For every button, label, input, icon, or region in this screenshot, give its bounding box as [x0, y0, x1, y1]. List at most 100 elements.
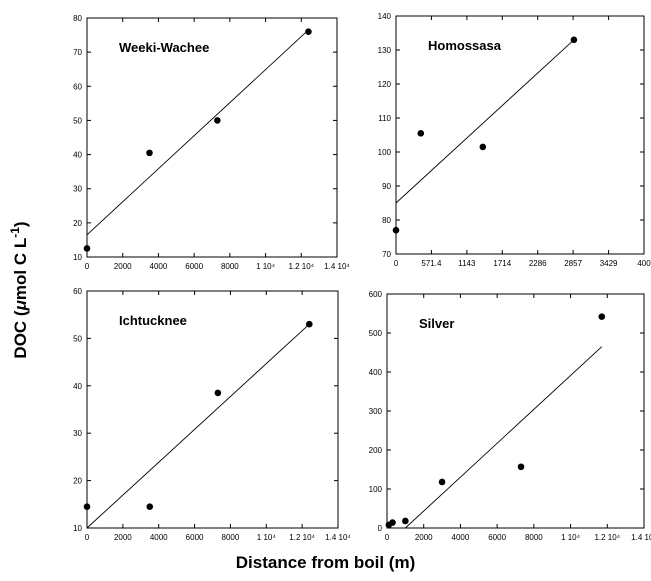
x-tick-label: 1143	[458, 259, 476, 268]
y-tick-label: 400	[369, 368, 383, 377]
y-tick-label: 140	[378, 12, 392, 21]
plot-frame	[395, 15, 645, 255]
x-tick-label: 0	[85, 533, 90, 542]
plot-frame	[86, 290, 339, 529]
data-point	[417, 130, 425, 137]
x-tick-label: 1.4 10⁴	[325, 533, 351, 542]
y-tick-label: 70	[73, 48, 82, 57]
y-tick-label: 120	[378, 80, 392, 89]
x-tick-label: 6000	[488, 533, 506, 542]
y-tick-label: 50	[73, 334, 82, 343]
y-axis-label-exponent: -1	[8, 227, 22, 238]
x-tick-label: 2000	[415, 533, 433, 542]
data-point	[517, 463, 525, 471]
fit-line	[86, 323, 310, 529]
x-tick-label: 2286	[529, 259, 547, 268]
panel-ichtucknee: 0 2000 4000 6000 8000 1 10⁴ 1.2 10⁴ 1.4 10⁴ 10 20…	[73, 287, 351, 542]
y-tick-label: 30	[73, 429, 82, 438]
x-tick-label: 4000	[150, 533, 168, 542]
y-tick-label: 130	[378, 46, 392, 55]
x-tick-label: 6000	[185, 262, 203, 271]
y-axis-label-unit: mol C L	[11, 238, 30, 300]
y-tick-label: 80	[73, 14, 82, 23]
panel-title: Homossasa	[428, 38, 502, 53]
data-point	[402, 517, 409, 525]
x-tick-label: 8000	[222, 533, 240, 542]
y-tick-label: 40	[73, 151, 82, 160]
data-point	[146, 503, 154, 510]
x-tick-label: 2000	[114, 262, 132, 271]
y-axis-label-main: DOC (	[11, 310, 30, 359]
fit-line	[86, 29, 309, 236]
x-tick-label: 2857	[564, 259, 582, 268]
x-tick-label: 1.4 10⁴	[324, 262, 350, 271]
x-tick-label: 1.2 10⁴	[288, 262, 314, 271]
panel-weeki-wachee: 0 2000 4000 6000 8000 1 10⁴ 1.2 10⁴ 1.4 10⁴ 10 20…	[73, 14, 350, 271]
y-tick-label: 10	[73, 253, 82, 262]
svg-text:DOC (μmol C L-1): DOC (μmol C L-1)	[8, 221, 30, 358]
data-point	[146, 149, 153, 157]
panel-title: Ichtucknee	[119, 313, 187, 328]
y-tick-label: 80	[382, 216, 391, 225]
x-tick-label: 4000	[452, 533, 470, 542]
panel-homossasa: 0 571.4 1143 1714 2286 2857 3429 400 70 80 90 100 11…	[378, 12, 651, 268]
y-tick-label: 50	[73, 116, 82, 125]
x-tick-label: 400	[637, 259, 651, 268]
y-tick-label: 30	[73, 185, 82, 194]
x-tick-label: 1.2 10⁴	[594, 533, 620, 542]
x-tick-label: 2000	[114, 533, 132, 542]
y-tick-label: 200	[369, 446, 383, 455]
x-tick-label: 1 10⁴	[561, 533, 581, 542]
x-tick-label: 8000	[221, 262, 239, 271]
panel-title: Silver	[419, 316, 454, 331]
data-point	[214, 389, 222, 397]
data-point	[83, 245, 91, 252]
y-tick-label: 20	[73, 219, 82, 228]
x-axis-label: Distance from boil (m)	[235, 553, 416, 572]
y-tick-label: 100	[369, 485, 383, 494]
fit-line	[405, 346, 603, 529]
y-tick-label: 300	[369, 407, 383, 416]
x-tick-label: 1.4 10⁴	[631, 533, 651, 542]
y-tick-label: 0	[378, 524, 383, 533]
y-tick-label: 60	[73, 82, 82, 91]
data-point	[306, 320, 313, 328]
x-tick-label: 6000	[186, 533, 204, 542]
x-tick-label: 3429	[600, 259, 618, 268]
data-point	[83, 503, 91, 510]
x-tick-label: 0	[394, 259, 399, 268]
data-point	[214, 117, 221, 124]
x-tick-label: 1 10⁴	[257, 533, 277, 542]
y-tick-label: 40	[73, 382, 82, 391]
y-axis-label: DOC (μmol C L-1)	[2, 220, 42, 360]
panel-silver: 0 2000 4000 6000 8000 1 10⁴ 1.2 10⁴ 1.4 10⁴ 0 100…	[369, 290, 651, 542]
x-tick-label: 571.4	[421, 259, 442, 268]
data-point	[392, 226, 400, 234]
y-axis-label-mu: μ	[11, 299, 30, 311]
x-tick-label: 1.2 10⁴	[289, 533, 315, 542]
y-tick-label: 60	[73, 287, 82, 296]
y-tick-label: 90	[382, 182, 391, 191]
data-point	[305, 28, 312, 35]
y-tick-label: 70	[382, 250, 391, 259]
y-tick-label: 100	[378, 148, 392, 157]
y-tick-label: 110	[378, 114, 391, 123]
y-tick-label: 20	[73, 477, 82, 486]
x-tick-label: 8000	[525, 533, 543, 542]
y-tick-label: 500	[369, 329, 383, 338]
x-tick-label: 1714	[493, 259, 511, 268]
x-tick-label: 1 10⁴	[256, 262, 276, 271]
plot-frame	[86, 17, 338, 258]
y-tick-label: 600	[369, 290, 383, 299]
fit-line	[395, 39, 575, 204]
x-tick-label: 4000	[150, 262, 168, 271]
data-point	[438, 478, 446, 486]
panel-title: Weeki-Wachee	[119, 40, 209, 55]
x-tick-label: 0	[85, 262, 90, 271]
data-point	[598, 313, 606, 320]
y-axis-label-close: )	[11, 221, 30, 227]
data-point	[479, 143, 487, 151]
data-point	[570, 36, 578, 44]
y-tick-label: 10	[73, 524, 82, 533]
